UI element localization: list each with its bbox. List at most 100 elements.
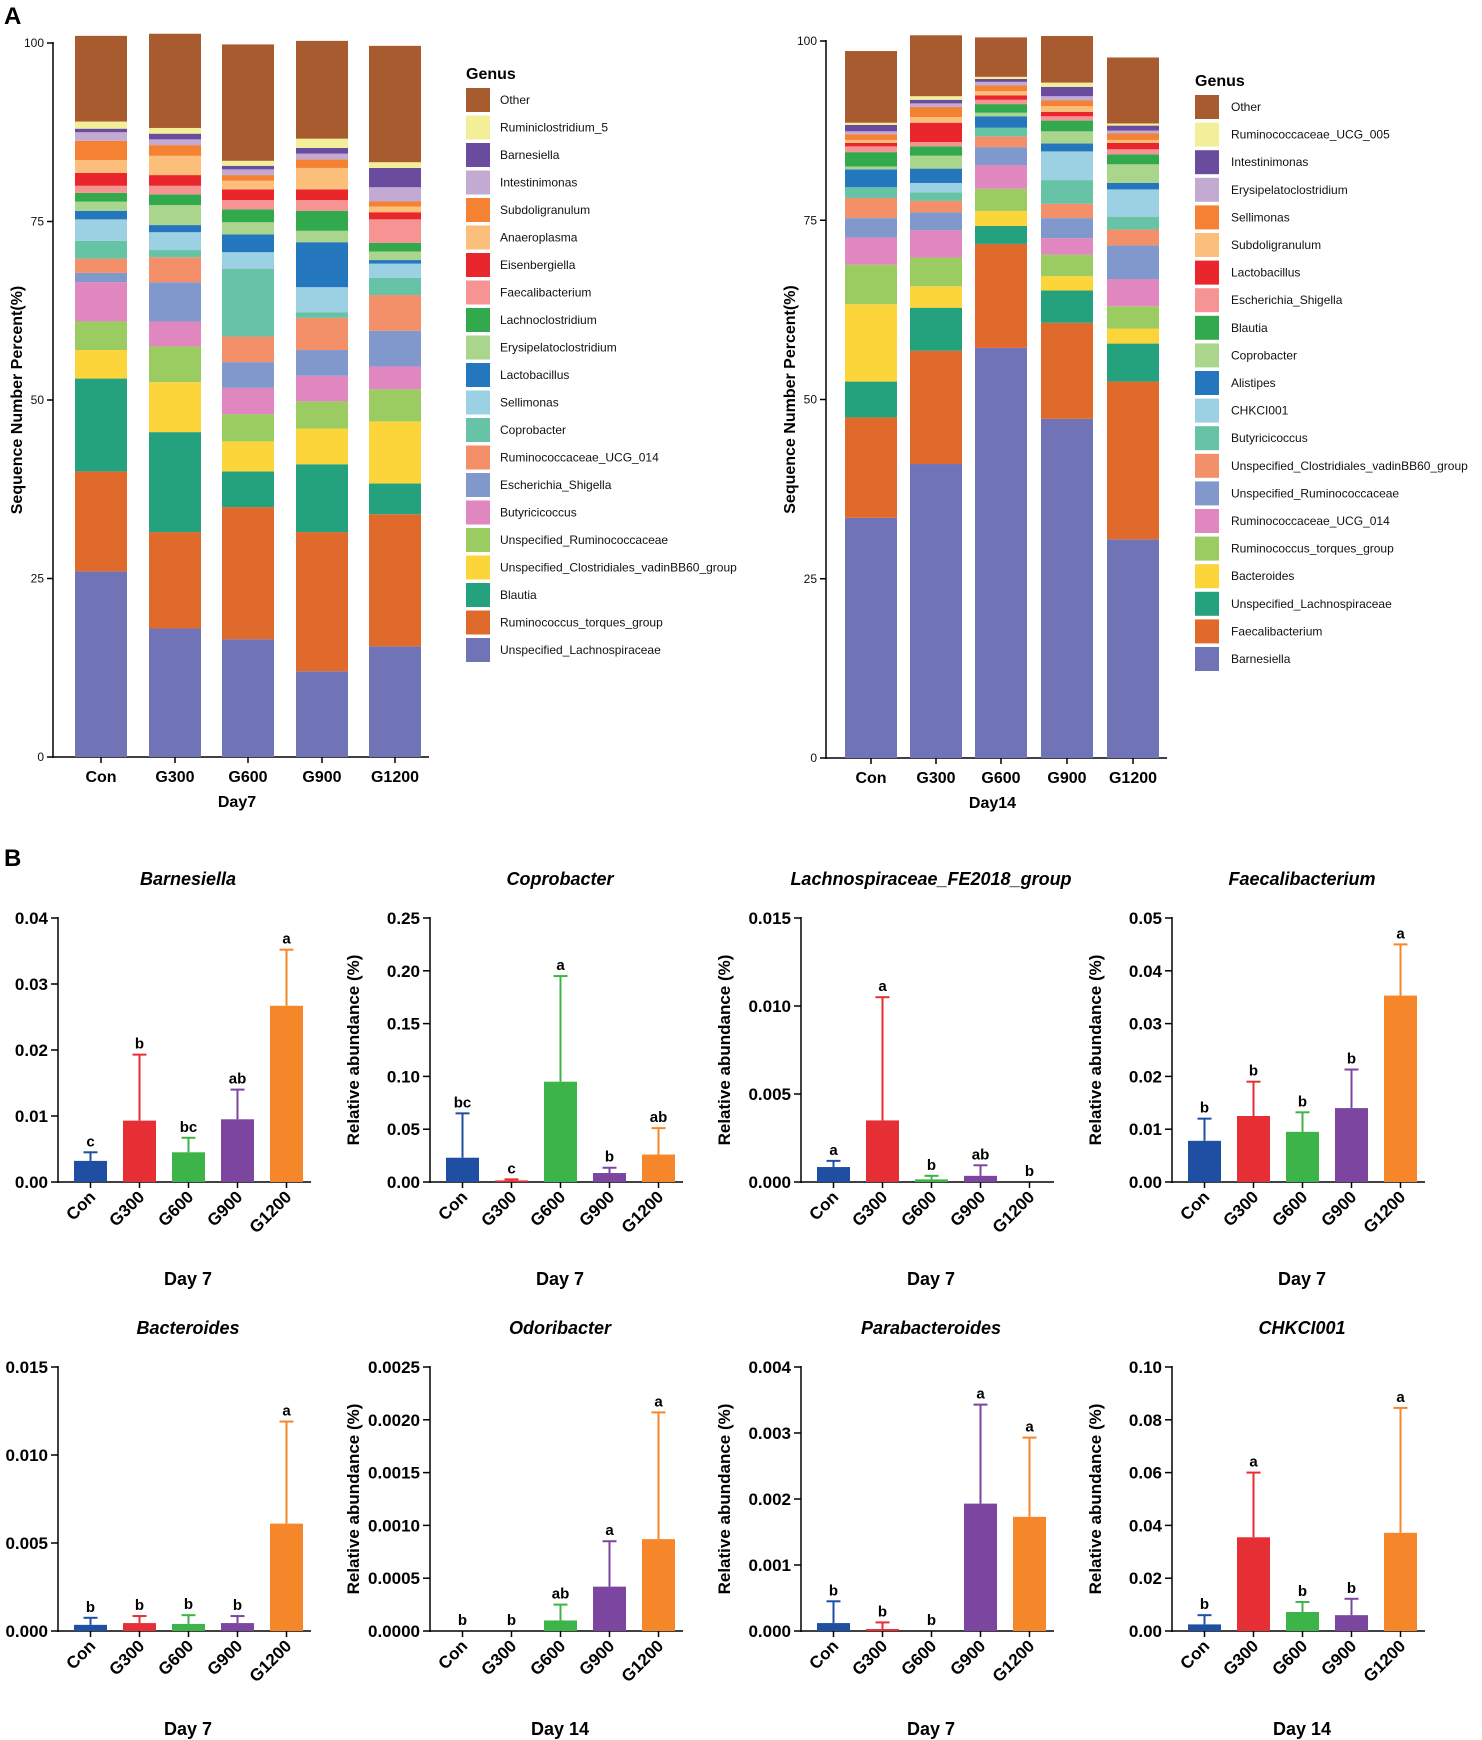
bar-segment — [910, 257, 962, 287]
legend-swatch — [1195, 426, 1219, 451]
legend-label: Ruminiclostridium_5 — [500, 121, 608, 135]
bar-segment — [975, 37, 1027, 77]
bar-segment — [1107, 182, 1159, 190]
legend-label: Eisenbergiella — [500, 258, 576, 272]
bar-segment — [1107, 539, 1159, 758]
significance-letter: ab — [650, 1109, 668, 1126]
legend-swatch — [466, 445, 490, 470]
y-tick-label: 0.003 — [748, 1424, 791, 1443]
legend-label: Ruminococcus_torques_group — [500, 616, 663, 630]
bar-segment — [975, 95, 1027, 100]
bar-segment — [149, 432, 201, 533]
bar-segment — [1041, 143, 1093, 152]
bar-segment — [1041, 203, 1093, 219]
bar-segment — [910, 155, 962, 169]
y-axis-title: Relative abundance (%) — [1086, 955, 1105, 1146]
bar-segment — [296, 153, 348, 160]
bar-segment — [975, 127, 1027, 137]
bar — [866, 1629, 899, 1631]
x-tick-label: Con — [1177, 1636, 1214, 1673]
x-tick-label: G300 — [105, 1636, 148, 1679]
y-tick-label: 0.06 — [1129, 1464, 1162, 1483]
x-tick-label: G600 — [897, 1187, 940, 1230]
legend-swatch — [466, 610, 490, 635]
x-tick-label: G600 — [154, 1636, 197, 1679]
x-tick-label: G600 — [526, 1636, 569, 1679]
bar — [544, 1081, 577, 1182]
bar-segment — [910, 212, 962, 231]
bar-segment — [910, 96, 962, 100]
x-tick-label: G300 — [848, 1187, 891, 1230]
y-axis-title: Relative abundance (%) — [715, 1404, 734, 1595]
bar-segment — [1107, 130, 1159, 134]
bar-segment — [1041, 111, 1093, 117]
significance-letter: a — [556, 957, 565, 974]
y-tick-label: 0.08 — [1129, 1411, 1162, 1430]
bar-segment — [910, 350, 962, 465]
bar-segment — [910, 168, 962, 183]
x-axis-title: Day14 — [969, 795, 1016, 812]
significance-letter: a — [1249, 1454, 1258, 1471]
bar-segment — [1107, 164, 1159, 183]
significance-letter: b — [927, 1157, 936, 1174]
bar-segment — [149, 145, 201, 156]
bar-segment — [1041, 86, 1093, 97]
y-tick-label: 75 — [804, 213, 818, 227]
bar-segment — [845, 152, 897, 167]
significance-letter: b — [1025, 1163, 1034, 1180]
legend-label: Subdoligranulum — [1231, 238, 1321, 252]
bar-segment — [1041, 35, 1093, 83]
bar-segment — [296, 147, 348, 154]
legend-swatch — [466, 253, 490, 277]
x-tick-label: G300 — [155, 769, 194, 786]
y-tick-label: 0.002 — [748, 1490, 791, 1509]
bar-chart-B1: Barnesiella0.000.010.020.030.04Relative … — [15, 869, 311, 1289]
legend-swatch — [466, 143, 490, 167]
legend-label: Unspecified_Ruminococcaceae — [500, 533, 668, 547]
legend-label: Lachnoclostridium — [500, 313, 597, 327]
bar-segment — [1041, 254, 1093, 277]
bar-segment — [1107, 279, 1159, 307]
y-tick-label: 0.01 — [15, 1107, 48, 1126]
significance-letter: bc — [454, 1094, 472, 1111]
y-tick-label: 0.005 — [5, 1534, 48, 1553]
chart-title: Bacteroides — [136, 1318, 239, 1338]
x-tick-label: G600 — [897, 1636, 940, 1679]
bar-segment — [1041, 120, 1093, 132]
y-tick-label: 0.004 — [748, 1358, 791, 1377]
legend-label: Coprobacter — [500, 423, 566, 437]
legend-swatch — [1195, 509, 1219, 533]
x-tick-label: G900 — [575, 1636, 618, 1679]
bar-segment — [910, 106, 962, 118]
bar-segment — [296, 428, 348, 465]
x-tick-label: G600 — [1268, 1636, 1311, 1679]
legend-label: Sellimonas — [500, 396, 559, 410]
significance-letter: b — [86, 1599, 95, 1616]
legend-swatch — [1195, 288, 1219, 313]
bar-segment — [369, 277, 421, 296]
significance-letter: a — [282, 1403, 291, 1420]
bar-segment — [222, 165, 274, 170]
bar-segment — [369, 295, 421, 331]
bar-chart-B2: Coprobacter 0.00 0.05 0.10 0.15 0.20 0.25 Relat… — [344, 869, 683, 1289]
significance-letter: a — [282, 931, 291, 948]
significance-letter: a — [829, 1142, 838, 1159]
bar-segment — [975, 147, 1027, 166]
bar-segment — [149, 175, 201, 186]
legend-swatch — [466, 583, 490, 607]
bar — [221, 1623, 254, 1631]
legend-label: Unspecified_Clostridiales_vadinBB60_grou… — [500, 561, 737, 575]
bar-segment — [1041, 82, 1093, 87]
bar — [1384, 995, 1417, 1182]
bar-segment — [369, 201, 421, 207]
legend-swatch — [1195, 343, 1219, 368]
x-tick-label: G300 — [916, 770, 955, 787]
chart-title: Faecalibacterium — [1228, 869, 1375, 889]
bar-segment — [1107, 229, 1159, 246]
significance-letter: b — [1347, 1580, 1356, 1597]
bar-segment — [222, 169, 274, 176]
significance-letter: a — [1025, 1419, 1034, 1436]
bar-segment — [149, 139, 201, 146]
legend-swatch — [466, 555, 490, 580]
bar-segment — [1041, 106, 1093, 112]
